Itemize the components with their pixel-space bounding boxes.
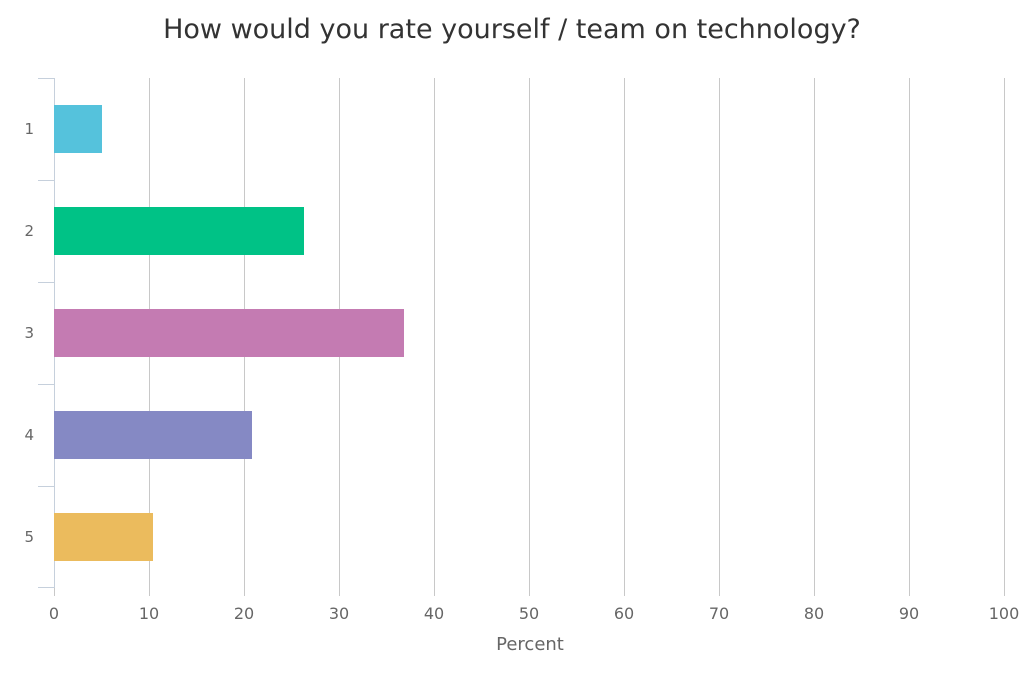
x-tick bbox=[54, 588, 55, 596]
x-tick-label: 80 bbox=[803, 604, 825, 623]
x-tick bbox=[1004, 588, 1005, 596]
y-category-label: 2 bbox=[24, 222, 34, 240]
gridline bbox=[434, 78, 435, 588]
x-tick-label: 100 bbox=[988, 604, 1020, 623]
x-tick bbox=[434, 588, 435, 596]
x-tick bbox=[814, 588, 815, 596]
gridline bbox=[1004, 78, 1005, 588]
x-axis-title: Percent bbox=[496, 634, 564, 655]
x-tick-label: 40 bbox=[423, 604, 445, 623]
x-tick bbox=[624, 588, 625, 596]
gridline bbox=[909, 78, 910, 588]
y-tick bbox=[38, 180, 54, 181]
y-category-label: 4 bbox=[24, 426, 34, 444]
x-tick-label: 10 bbox=[138, 604, 160, 623]
y-tick bbox=[38, 587, 54, 588]
bar-1[interactable] bbox=[54, 105, 102, 153]
gridline bbox=[719, 78, 720, 588]
x-tick bbox=[149, 588, 150, 596]
x-tick-label: 60 bbox=[613, 604, 635, 623]
bar-4[interactable] bbox=[54, 411, 252, 459]
y-category-label: 1 bbox=[24, 120, 34, 138]
y-tick bbox=[38, 384, 54, 385]
x-tick bbox=[529, 588, 530, 596]
bar-5[interactable] bbox=[54, 513, 153, 561]
x-tick bbox=[909, 588, 910, 596]
bar-2[interactable] bbox=[54, 207, 304, 255]
x-tick-label: 50 bbox=[518, 604, 540, 623]
x-tick-label: 20 bbox=[233, 604, 255, 623]
x-tick-label: 0 bbox=[48, 604, 60, 623]
chart-title: How would you rate yourself / team on te… bbox=[163, 14, 861, 45]
gridline bbox=[814, 78, 815, 588]
bar-3[interactable] bbox=[54, 309, 404, 357]
y-category-label: 3 bbox=[24, 324, 34, 342]
y-tick bbox=[38, 486, 54, 487]
x-tick-label: 30 bbox=[328, 604, 350, 623]
gridline bbox=[624, 78, 625, 588]
x-tick bbox=[339, 588, 340, 596]
x-tick bbox=[719, 588, 720, 596]
gridline bbox=[529, 78, 530, 588]
plot-area: 0 10 20 30 40 50 60 70 80 90 100 1 2 3 4 5 bbox=[24, 78, 1019, 623]
x-tick-label: 90 bbox=[898, 604, 920, 623]
x-tick bbox=[244, 588, 245, 596]
y-category-label: 5 bbox=[24, 528, 34, 546]
y-tick bbox=[38, 282, 54, 283]
x-tick-label: 70 bbox=[708, 604, 730, 623]
y-tick bbox=[38, 78, 54, 79]
y-axis bbox=[38, 78, 55, 588]
